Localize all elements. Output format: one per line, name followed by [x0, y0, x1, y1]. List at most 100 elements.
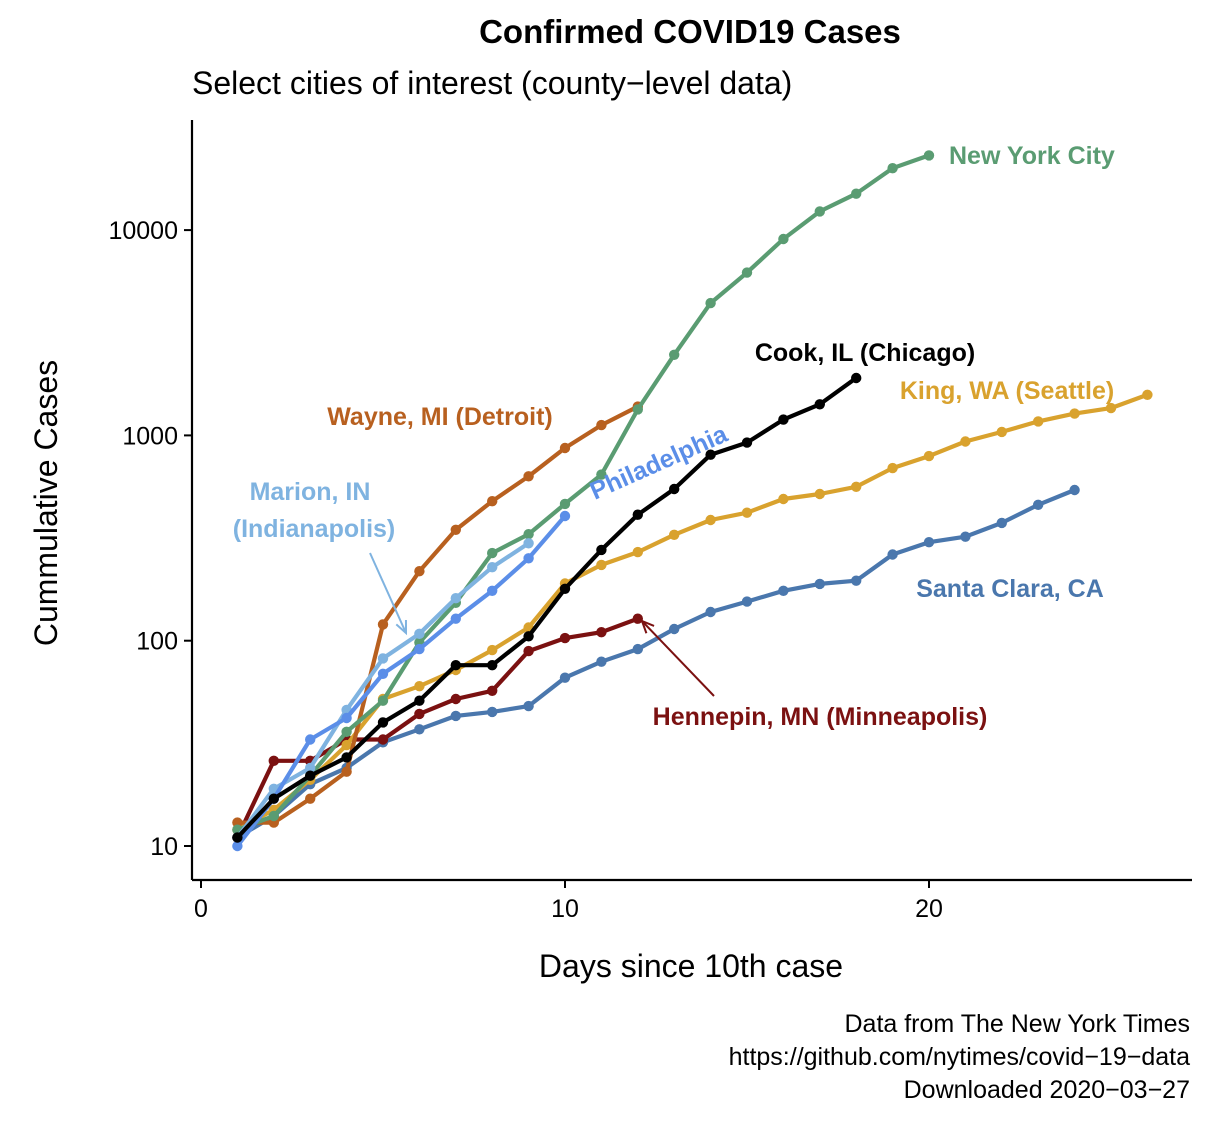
data-point — [487, 547, 498, 559]
data-point — [923, 150, 935, 161]
data-point — [814, 578, 825, 590]
data-point — [523, 645, 534, 657]
y-tick-label: 10 — [150, 833, 178, 861]
data-point — [559, 442, 571, 454]
data-point — [268, 810, 279, 822]
data-point — [1105, 402, 1117, 414]
data-point — [523, 538, 534, 549]
data-point — [414, 628, 425, 639]
data-point — [705, 606, 716, 618]
data-point — [232, 832, 243, 843]
data-point — [887, 462, 898, 474]
data-point — [996, 426, 1007, 438]
data-point — [450, 693, 461, 705]
data-point — [487, 706, 498, 718]
data-point — [741, 437, 753, 448]
data-point — [523, 631, 534, 642]
data-point — [305, 793, 316, 804]
data-point — [778, 233, 789, 245]
data-point — [341, 739, 352, 751]
data-point — [887, 549, 898, 560]
series-line — [235, 616, 640, 840]
series-santa-clara-ca — [232, 484, 1080, 843]
data-point — [377, 717, 389, 728]
data-point — [596, 469, 607, 480]
data-point — [305, 770, 316, 781]
series-line — [235, 153, 932, 832]
data-point — [414, 695, 425, 706]
data-point — [741, 507, 753, 518]
data-point — [377, 695, 389, 706]
data-point — [1033, 499, 1044, 510]
series-line — [235, 513, 568, 849]
series-label-new-york-city: New York City — [949, 142, 1115, 170]
data-point — [923, 450, 935, 462]
data-point — [341, 752, 352, 763]
data-point — [487, 496, 498, 507]
data-point — [305, 734, 316, 745]
data-point — [596, 627, 607, 638]
data-point — [669, 623, 680, 635]
caption-line-date: Downloaded 2020−03−27 — [904, 1076, 1190, 1104]
data-point — [268, 793, 279, 804]
data-point — [414, 708, 425, 720]
series-label-hennepin-mn-minneapolis: Hennepin, MN (Minneapolis) — [653, 703, 988, 731]
data-point — [450, 613, 461, 624]
data-point — [450, 524, 461, 535]
data-point — [669, 483, 680, 495]
data-point — [377, 619, 389, 630]
hennepin-arrow — [640, 619, 715, 697]
data-point — [960, 436, 971, 447]
data-point — [559, 632, 571, 644]
axes: 0 10 20 10 100 1000 10000 — [108, 120, 1192, 923]
series-line — [235, 487, 1077, 840]
series-label-marion-in-indianapolis: Marion, IN — [250, 478, 371, 506]
series-layer — [232, 150, 1153, 852]
data-point — [632, 546, 643, 558]
data-point — [414, 681, 425, 692]
data-point — [523, 471, 534, 482]
series-philadelphia — [232, 510, 571, 852]
data-point — [523, 553, 534, 564]
data-point — [487, 660, 498, 671]
data-point — [996, 517, 1007, 529]
series-cook-il-chicago — [232, 372, 862, 843]
data-point — [1069, 484, 1080, 496]
data-point — [450, 660, 461, 671]
data-point — [341, 712, 352, 724]
y-axis-title: Cummulative Cases — [28, 360, 64, 646]
x-tick-label: 0 — [194, 895, 208, 923]
data-point — [487, 562, 498, 573]
series-label-wayne-mi-detroit: Wayne, MI (Detroit) — [327, 403, 552, 431]
data-point — [923, 537, 935, 548]
data-point — [559, 672, 571, 683]
data-point — [414, 643, 425, 655]
data-point — [596, 559, 607, 571]
data-point — [960, 531, 971, 542]
chart-title: Confirmed COVID19 Cases — [479, 13, 901, 50]
series-label-king-wa-seattle: King, WA (Seattle) — [900, 377, 1114, 405]
data-point — [450, 593, 461, 604]
data-point — [778, 414, 789, 425]
data-point — [596, 419, 607, 431]
data-point — [414, 724, 425, 735]
data-point — [851, 575, 862, 586]
x-axis-title: Days since 10th case — [539, 948, 843, 984]
data-point — [487, 644, 498, 656]
data-point — [268, 755, 279, 766]
data-point — [487, 585, 498, 596]
series-line — [235, 392, 1150, 832]
data-point — [341, 726, 352, 737]
caption-line-url: https://github.com/nytimes/covid−19−data — [729, 1043, 1190, 1071]
data-point — [632, 509, 643, 520]
data-point — [632, 613, 643, 624]
x-tick-label: 10 — [551, 895, 579, 923]
y-tick-label: 10000 — [108, 217, 178, 245]
data-point — [632, 643, 643, 655]
chart-subtitle: Select cities of interest (county−level … — [192, 65, 792, 101]
data-point — [851, 188, 862, 199]
data-point — [377, 734, 389, 745]
data-point — [741, 267, 753, 278]
